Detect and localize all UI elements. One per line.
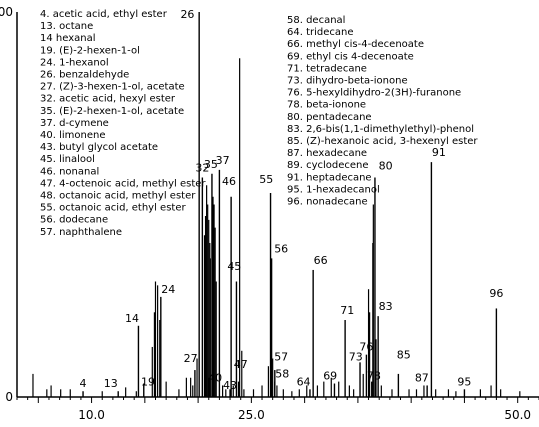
- x-tick-label: 50.0: [504, 408, 531, 422]
- legend-entry: 55. octanoic acid, ethyl ester: [40, 203, 186, 214]
- peak-label-46: 46: [222, 175, 236, 188]
- legend-entry: 57. naphthalene: [40, 227, 122, 238]
- peak-label-78: 78: [367, 370, 381, 383]
- minor-peaks: [32, 58, 521, 397]
- legend-entry: 64. tridecane: [287, 27, 354, 38]
- legend-entry: 40. limonene: [40, 130, 105, 141]
- peak-label-71: 71: [340, 304, 354, 317]
- legend-entry: 85. (Z)-hexanoic acid, 3-hexenyl ester: [287, 136, 478, 147]
- legend-entry: 96. nonadecane: [287, 197, 368, 208]
- peak-label-27: 27: [184, 352, 198, 365]
- legend-entry: 26. benzaldehyde: [40, 70, 129, 81]
- x-tick-label: 10.0: [78, 408, 105, 422]
- legend-entry: 71. tetradecane: [287, 63, 367, 74]
- y-tick-label: 100: [0, 5, 13, 19]
- peak-label-64: 64: [297, 375, 311, 388]
- legend-entry: 95. 1-hexadecanol: [287, 184, 380, 195]
- legend-entry: 58. decanal: [287, 15, 345, 26]
- x-tick-label: 25.0: [238, 408, 265, 422]
- legend-entry: 45. linalool: [40, 154, 95, 165]
- legend-entry: 48. octanoic acid, methyl ester: [40, 191, 196, 202]
- legend-entry: 66. methyl cis-4-decenoate: [287, 39, 424, 50]
- legend-entry: 83. 2,6-bis(1,1-dimethylethyl)-phenol: [287, 124, 474, 135]
- legend-entry: 19. (E)-2-hexen-1-ol: [40, 45, 140, 56]
- peak-label-40: 40: [208, 371, 222, 384]
- axes: [16, 12, 539, 398]
- legend-entry: 14 hexanal: [40, 33, 96, 44]
- legend-entry: 47. 4-octenoic acid, methyl ester: [40, 178, 206, 189]
- y-tick-label: 0: [5, 390, 13, 404]
- legend-entry: 73. dihydro-beta-ionone: [287, 76, 408, 87]
- peak-label-80: 80: [379, 160, 393, 173]
- peak-label-47: 47: [234, 358, 248, 371]
- peak-label-96: 96: [489, 287, 503, 300]
- peak-label-57: 57: [274, 350, 288, 363]
- peak-label-13: 13: [104, 377, 118, 390]
- peak-label-83: 83: [379, 300, 393, 313]
- peak-label-26: 26: [180, 8, 194, 21]
- legend-entry: 32. acetic acid, hexyl ester: [40, 94, 176, 105]
- legend-entry: 69. ethyl cis 4-decenoate: [287, 51, 414, 62]
- legend-entry: 56. dodecane: [40, 215, 108, 226]
- legend-entry: 46. nonanal: [40, 166, 99, 177]
- peak-label-56: 56: [274, 242, 288, 255]
- peak-label-37: 37: [216, 154, 230, 167]
- legend-entry: 13. octane: [40, 21, 93, 32]
- legend-entry: 76. 5-hexyldihydro-2(3H)-furanone: [287, 88, 461, 99]
- legend-entry: 80. pentadecane: [287, 112, 372, 123]
- legend-entry: 37. d-cymene: [40, 118, 109, 129]
- peaks: [82, 12, 498, 397]
- peak-label-32: 32: [195, 162, 209, 175]
- peak-label-69: 69: [323, 370, 337, 383]
- legend-entry: 4. acetic acid, ethyl ester: [40, 9, 168, 20]
- legend-entry: 87. hexadecane: [287, 148, 367, 159]
- peak-label-85: 85: [397, 348, 411, 361]
- legend-entry: 89. cyclodecene: [287, 160, 369, 171]
- legend-entry: 27. (Z)-3-hexen-1-ol, acetate: [40, 82, 185, 93]
- peak-label-76: 76: [359, 341, 373, 354]
- peak-label-87: 87: [415, 371, 429, 384]
- peak-label-91: 91: [432, 146, 446, 159]
- ticks: 10.0 25.0 50.0 0 100: [0, 5, 539, 422]
- peak-label-4: 4: [80, 377, 87, 390]
- peak-label-73: 73: [349, 350, 363, 363]
- peak-label-24: 24: [161, 283, 175, 296]
- legend-entry: 24. 1-hexanol: [40, 57, 109, 68]
- peak-label-66: 66: [314, 254, 328, 267]
- peak-label-14: 14: [125, 312, 139, 325]
- peak-label-58: 58: [275, 368, 289, 381]
- peak-label-45: 45: [227, 260, 241, 273]
- legend-entry: 91. heptadecane: [287, 172, 372, 183]
- peak-label-35: 35: [204, 158, 218, 171]
- legend-entry: 35. (E)-2-hexen-1-ol, acetate: [40, 106, 184, 117]
- peak-label-19: 19: [141, 375, 155, 388]
- legend-entry: 43. butyl glycol acetate: [40, 142, 158, 153]
- peak-label-43: 43: [223, 379, 237, 392]
- legend-entry: 78. beta-ionone: [287, 100, 366, 111]
- peak-label-95: 95: [457, 375, 471, 388]
- peak-label-55: 55: [259, 173, 273, 186]
